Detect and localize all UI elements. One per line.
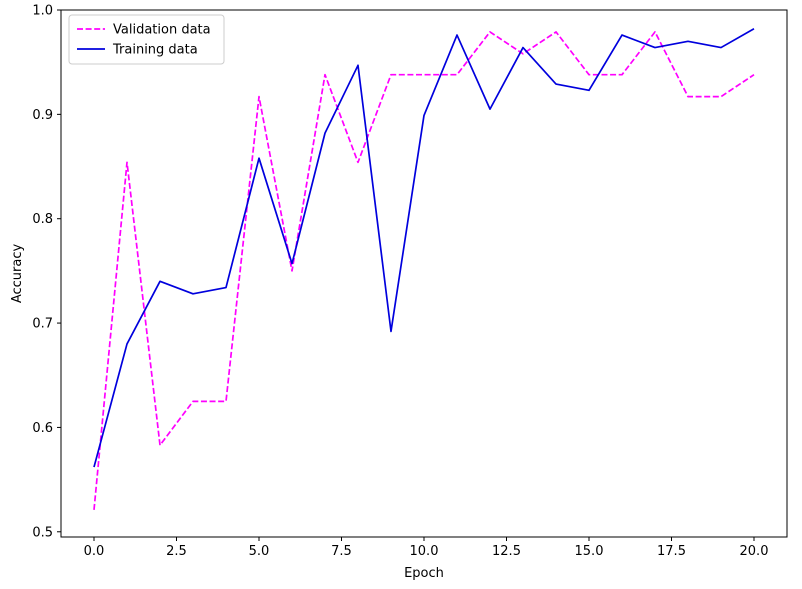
x-tick-label: 10.0	[410, 544, 439, 559]
x-tick-label: 0.0	[84, 544, 105, 559]
validation-data-line	[93, 31, 755, 510]
x-tick-label: 20.0	[740, 544, 769, 559]
legend-label-training: Training data	[112, 43, 198, 58]
series-layer	[93, 28, 755, 510]
x-axis-title: Epoch	[404, 566, 444, 581]
x-tick-label: 7.5	[331, 544, 352, 559]
x-tick-label: 15.0	[575, 544, 604, 559]
legend: Validation data Training data	[68, 14, 225, 65]
y-tick-label: 0.6	[32, 421, 53, 436]
y-tick-label: 0.5	[32, 525, 53, 540]
legend-label-validation: Validation data	[113, 23, 211, 38]
y-tick-label: 0.7	[32, 317, 53, 332]
x-axis-ticks: 0.0 2.5 5.0 7.5 10.0 12.5 15.0 17.5 20.0	[84, 537, 769, 559]
y-tick-label: 0.9	[32, 108, 53, 123]
x-tick-label: 17.5	[657, 544, 686, 559]
x-tick-label: 2.5	[166, 544, 187, 559]
y-axis-ticks: 0.5 0.6 0.7 0.8 0.9 1.0	[32, 4, 61, 540]
legend-box	[68, 14, 225, 65]
y-axis-title: Accuracy	[10, 244, 25, 304]
x-tick-label: 12.5	[492, 544, 521, 559]
y-tick-label: 0.8	[32, 212, 53, 227]
x-tick-label: 5.0	[249, 544, 270, 559]
y-tick-label: 1.0	[32, 4, 53, 19]
training-data-line	[93, 28, 755, 468]
